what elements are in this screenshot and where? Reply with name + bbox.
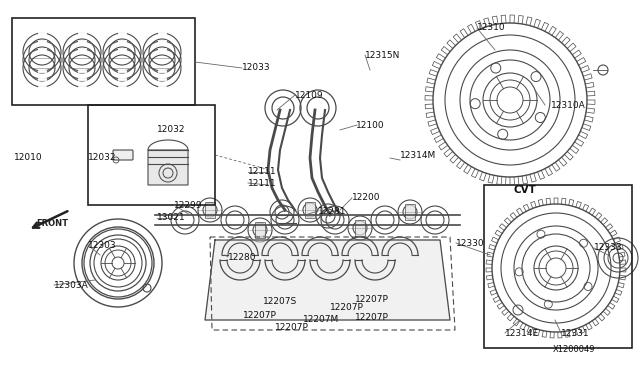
Text: 12303: 12303	[88, 241, 116, 250]
Text: 12303A: 12303A	[54, 280, 89, 289]
Text: 13021: 13021	[157, 214, 186, 222]
Text: 12280: 12280	[228, 253, 257, 262]
Text: 12207P: 12207P	[275, 323, 309, 331]
Text: CVT: CVT	[514, 185, 537, 195]
Text: 12299: 12299	[174, 201, 202, 209]
Text: 12333: 12333	[594, 244, 623, 253]
Text: 12033: 12033	[242, 64, 271, 73]
Text: 12207P: 12207P	[330, 304, 364, 312]
Text: 12281: 12281	[318, 206, 346, 215]
Text: FRONT: FRONT	[36, 219, 68, 228]
FancyBboxPatch shape	[148, 150, 188, 185]
Text: 12207P: 12207P	[243, 311, 277, 320]
Polygon shape	[205, 240, 450, 320]
Text: 12207M: 12207M	[303, 315, 339, 324]
FancyBboxPatch shape	[205, 202, 215, 218]
Text: 12032: 12032	[157, 125, 186, 135]
FancyBboxPatch shape	[405, 204, 415, 220]
Text: 12111: 12111	[248, 179, 276, 187]
Text: 12032: 12032	[88, 154, 116, 163]
Text: 12200: 12200	[352, 193, 381, 202]
Text: 12207S: 12207S	[263, 298, 297, 307]
Text: 12331: 12331	[561, 328, 589, 337]
FancyBboxPatch shape	[305, 202, 315, 218]
Text: 12315N: 12315N	[365, 51, 401, 60]
FancyBboxPatch shape	[255, 222, 265, 238]
FancyBboxPatch shape	[355, 220, 365, 236]
Text: 12100: 12100	[356, 121, 385, 129]
Text: 12310: 12310	[477, 23, 506, 32]
Text: 12207P: 12207P	[355, 314, 389, 323]
Text: X1200049: X1200049	[553, 346, 595, 355]
Bar	[12, 18, 195, 105]
Text: 12111: 12111	[248, 167, 276, 176]
Text: 12314E: 12314E	[505, 328, 539, 337]
Text: 12314M: 12314M	[400, 151, 436, 160]
Text: 12010: 12010	[14, 154, 43, 163]
Bar	[88, 105, 215, 205]
Text: 12109: 12109	[295, 90, 324, 99]
Text: 12310A: 12310A	[551, 100, 586, 109]
Text: 12207P: 12207P	[355, 295, 389, 305]
Bar	[484, 185, 632, 348]
Text: 12330: 12330	[456, 238, 484, 247]
FancyBboxPatch shape	[113, 150, 133, 160]
